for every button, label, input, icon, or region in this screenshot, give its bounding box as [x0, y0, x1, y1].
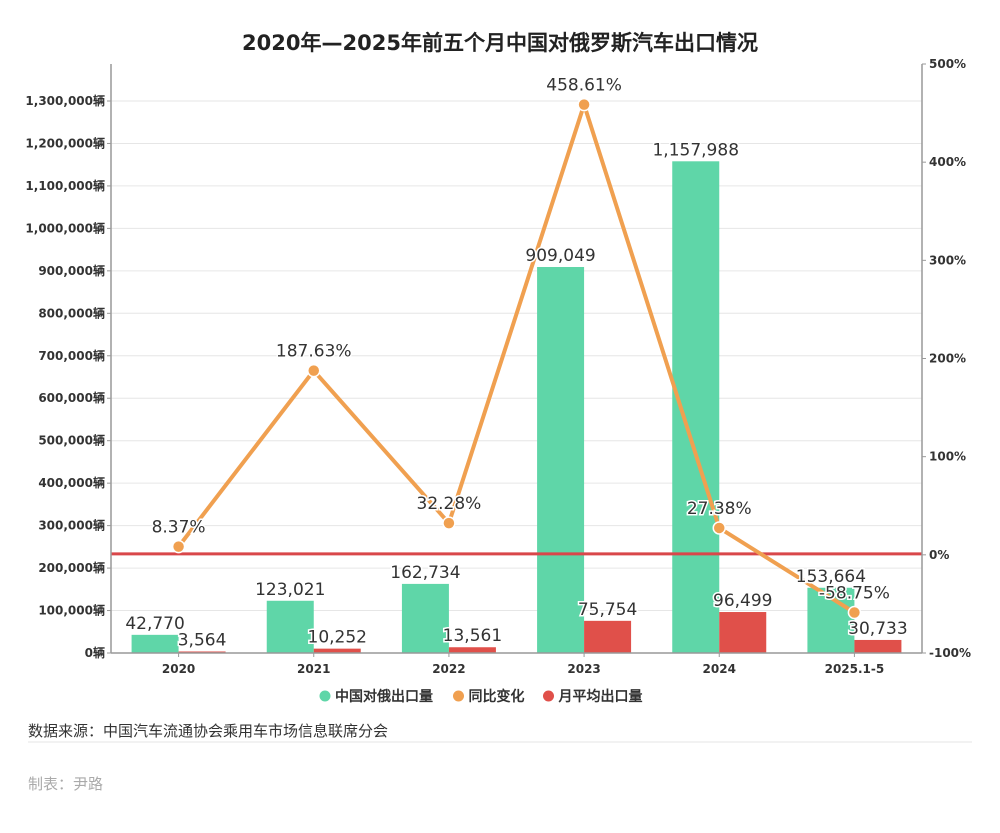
x-tick-label: 2021 — [297, 662, 330, 676]
left-tick-label: 1,300,000辆 — [25, 93, 105, 108]
bar-monthly-average — [719, 612, 767, 653]
x-tick-label: 2020 — [162, 662, 195, 676]
bar-export-volume — [131, 634, 179, 653]
right-tick-label: 200% — [929, 352, 966, 366]
bar-monthly-average — [854, 639, 902, 653]
bar-export-volume-label: 909,049 — [525, 246, 595, 266]
bar-export-volume — [537, 267, 585, 653]
bar-monthly-average-label: 13,561 — [443, 626, 502, 646]
x-tick-label: 2024 — [703, 662, 736, 676]
right-tick-label: 0% — [929, 548, 949, 562]
right-tick-label: 500% — [929, 57, 966, 71]
legend-label[interactable]: 月平均出口量 — [558, 688, 643, 705]
right-tick-label: -100% — [929, 646, 971, 660]
yoy-change-label: -58.75% — [819, 584, 890, 604]
bar-monthly-average-label: 75,754 — [578, 600, 637, 620]
yoy-change-line — [176, 102, 856, 615]
legend-marker — [453, 690, 464, 702]
x-tick-label: 2025.1-5 — [825, 662, 885, 676]
bar-export-volume-label: 153,664 — [796, 567, 866, 587]
chart-title: 2020年—2025年前五个月中国对俄罗斯汽车出口情况 — [242, 31, 758, 55]
left-tick-label: 1,100,000辆 — [25, 178, 105, 193]
author-note: 制表：尹路 — [28, 775, 103, 793]
bar-monthly-average-label: 96,499 — [713, 591, 772, 611]
bar-export-volume-label: 123,021 — [255, 580, 325, 600]
right-tick-label: 100% — [929, 450, 966, 464]
left-tick-label: 800,000辆 — [38, 305, 105, 320]
bar-export-volume-label: 42,770 — [125, 614, 184, 634]
source-note: 数据来源：中国汽车流通协会乘用车市场信息联席分会 — [28, 722, 388, 740]
left-tick-label: 700,000辆 — [38, 348, 105, 363]
bar-monthly-average-label: 10,252 — [308, 628, 367, 648]
yoy-change-label: 187.63% — [276, 342, 352, 362]
bar-monthly-average-label: 3,564 — [178, 630, 227, 650]
bar-monthly-average — [178, 651, 226, 653]
bar-export-volume-label: 1,157,988 — [652, 140, 739, 160]
left-tick-label: 900,000辆 — [38, 263, 105, 278]
left-tick-label: 500,000辆 — [38, 433, 105, 448]
left-tick-label: 300,000辆 — [38, 518, 105, 533]
bar-monthly-average-label: 30,733 — [848, 619, 907, 639]
yoy-change-point — [577, 97, 591, 112]
left-tick-label: 200,000辆 — [38, 560, 105, 575]
yoy-change-point — [307, 363, 321, 378]
yoy-change-label: 458.61% — [546, 76, 622, 96]
yoy-change-label: 8.37% — [152, 518, 206, 538]
legend-marker — [319, 690, 331, 702]
left-tick-label: 0辆 — [85, 645, 105, 660]
yoy-change-point — [171, 539, 186, 554]
left-tick-label: 1,000,000辆 — [25, 220, 105, 235]
right-tick-label: 300% — [929, 253, 966, 267]
x-tick-label: 2022 — [432, 662, 465, 676]
yoy-change-label: 27.38% — [687, 499, 752, 519]
bar-monthly-average — [448, 647, 496, 653]
left-tick-label: 100,000辆 — [38, 603, 105, 618]
x-tick-label: 2023 — [567, 662, 600, 676]
legend-label[interactable]: 同比变化 — [469, 688, 525, 705]
yoy-change-label: 32.28% — [417, 494, 482, 514]
yoy-change-point — [712, 521, 726, 535]
right-tick-label: 400% — [929, 155, 966, 169]
bar-export-volume — [266, 600, 314, 653]
left-tick-label: 400,000辆 — [38, 475, 105, 490]
yoy-change-point — [847, 605, 862, 620]
legend-marker — [543, 690, 554, 702]
left-tick-label: 1,200,000辆 — [25, 135, 105, 150]
left-tick-label: 600,000辆 — [38, 390, 105, 405]
yoy-change-point — [442, 516, 456, 530]
bar-monthly-average — [584, 620, 632, 653]
bar-export-volume — [401, 583, 449, 653]
bar-export-volume-label: 162,734 — [390, 563, 460, 583]
bar-monthly-average — [313, 648, 361, 653]
legend-label[interactable]: 中国对俄出口量 — [335, 688, 433, 705]
